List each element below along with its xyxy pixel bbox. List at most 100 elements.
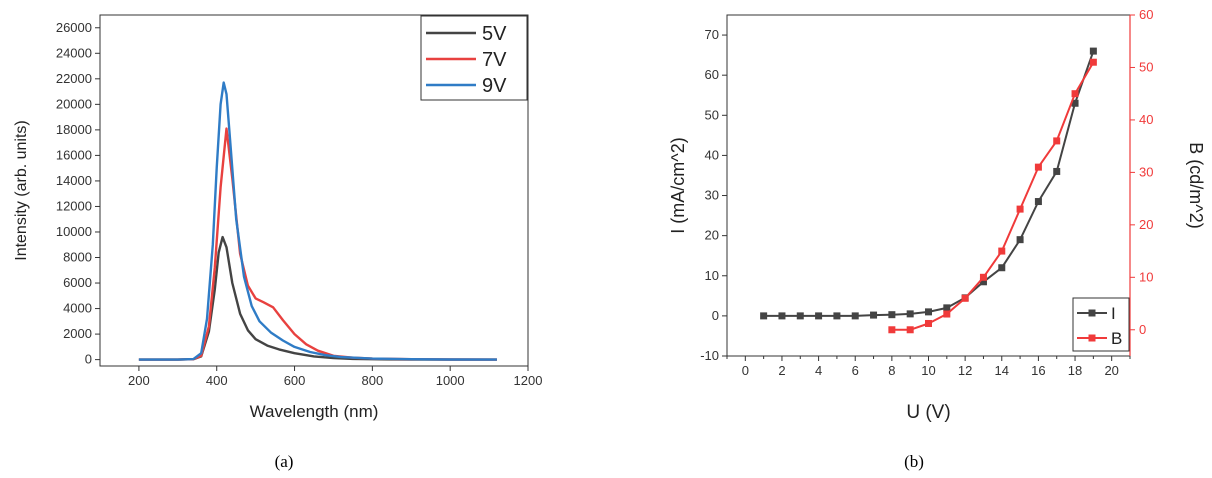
chart-b-x-tick-label: 16: [1031, 363, 1045, 378]
chart-b-marker-I: [1034, 198, 1042, 206]
chart-b-frame: [726, 14, 1131, 357]
chart-b-y-right-axis-label: B (cd/m^2): [1186, 142, 1206, 228]
chart-b-legend: [1072, 297, 1130, 352]
chart-b-marker-I: [1089, 47, 1097, 55]
chart-b-marker-I: [943, 304, 951, 312]
chart-a-series-line-7V: [138, 127, 497, 361]
chart-b-y-tick-label: 50: [705, 107, 719, 122]
chart-a-y-tick-label: 8000: [63, 250, 92, 265]
chart-b-x-tick-label: 0: [742, 363, 749, 378]
chart-a-y-tick-label: 6000: [63, 275, 92, 290]
chart-b-marker-B: [943, 310, 951, 318]
chart-b-legend-marker: [1088, 334, 1096, 342]
chart-a-y-tick-label: 18000: [56, 122, 92, 137]
chart-b-y-tick-label: 20: [705, 228, 719, 243]
chart-a-legend-label: 7V: [482, 49, 507, 71]
chart-b-marker-B: [961, 294, 969, 302]
caption-a: (a): [274, 452, 294, 471]
chart-b-y-axis-label: I (mA/cm^2): [668, 137, 688, 233]
chart-b-marker-I: [778, 312, 786, 320]
chart-a-frame: [99, 14, 529, 367]
chart-a-y-tick-label: 26000: [56, 20, 92, 35]
chart-b-x-tick-label: 10: [921, 363, 935, 378]
chart-a-x-tick-label: 200: [128, 373, 150, 388]
chart-b-marker-I: [851, 312, 859, 320]
chart-b-y-tick-label: -10: [700, 348, 719, 363]
chart-b-series-line-B: [891, 61, 1095, 331]
chart-b-y-tick-label: 0: [712, 308, 719, 323]
chart-b-marker-I: [833, 312, 841, 320]
chart-b-marker-B: [1089, 58, 1097, 66]
chart-a-y-tick-label: 20000: [56, 96, 92, 111]
chart-b-y-tick-label: 70: [705, 27, 719, 42]
chart-b-y-right-tick-label: 40: [1139, 112, 1153, 127]
chart-b-y-right-tick-label: 30: [1139, 164, 1153, 179]
chart-a-y-tick-label: 24000: [56, 45, 92, 60]
chart-a-legend-label: 5V: [482, 23, 507, 45]
chart-b-y-right-tick-label: 20: [1139, 217, 1153, 232]
chart-b-x-tick-label: 8: [888, 363, 895, 378]
chart-b-x-tick-label: 14: [995, 363, 1009, 378]
chart-b-x-tick-label: 2: [778, 363, 785, 378]
chart-b-legend-marker: [1088, 309, 1096, 317]
chart-a-y-tick-label: 0: [85, 352, 92, 367]
chart-b-x-tick-label: 12: [958, 363, 972, 378]
chart-b-y-right-tick-label: 60: [1139, 7, 1153, 22]
chart-b-marker-B: [906, 326, 914, 334]
chart-a-y-axis-label: Intensity (arb. units): [13, 120, 30, 261]
chart-a-y-tick-label: 2000: [63, 326, 92, 341]
chart-a-y-tick-label: 10000: [56, 224, 92, 239]
chart-b-marker-I: [925, 308, 932, 316]
chart-b-x-axis-label: U (V): [906, 402, 950, 423]
chart-a-y-tick-label: 12000: [56, 198, 92, 213]
chart-b-series-line-I: [763, 50, 1095, 317]
chart-b-marker-B: [925, 319, 932, 327]
chart-b-y-right-tick-label: 10: [1139, 269, 1153, 284]
chart-a-y-tick-label: 16000: [56, 147, 92, 162]
chart-a-y-tick-label: 22000: [56, 71, 92, 86]
chart-b-marker-B: [1053, 137, 1061, 145]
chart-b-x-tick-label: 18: [1068, 363, 1082, 378]
chart-b-marker-I: [906, 310, 914, 318]
caption-b: (b): [904, 452, 924, 471]
chart-b-y-tick-label: 40: [705, 147, 719, 162]
chart-a-x-tick-label: 400: [206, 373, 228, 388]
chart-a-x-tick-label: 1000: [436, 373, 465, 388]
chart-b-marker-B: [888, 326, 896, 334]
chart-b-marker-I: [796, 312, 804, 320]
chart-b-marker-I: [1016, 236, 1024, 244]
chart-a-x-tick-label: 800: [362, 373, 384, 388]
chart-b-x-tick-label: 6: [852, 363, 859, 378]
chart-b-x-tick-label: 20: [1104, 363, 1118, 378]
chart-a-y-tick-label: 4000: [63, 301, 92, 316]
chart-a-x-tick-label: 1200: [514, 373, 543, 388]
chart-b-marker-I: [760, 312, 768, 320]
chart-b-marker-B: [1071, 90, 1079, 98]
chart-a-x-axis-label: Wavelength (nm): [250, 402, 379, 421]
chart-b-marker-B: [998, 247, 1006, 255]
chart-a-legend-label: 9V: [482, 75, 507, 97]
chart-b-marker-I: [888, 311, 896, 319]
chart-b-x-tick-label: 4: [815, 363, 822, 378]
chart-b-marker-I: [870, 311, 878, 319]
chart-b-marker-I: [998, 264, 1006, 272]
chart-b-y-tick-label: 60: [705, 67, 719, 82]
chart-a-series-line-5V: [138, 235, 497, 361]
chart-a-series-line-9V: [138, 81, 497, 361]
chart-b-y-tick-label: 30: [705, 188, 719, 203]
chart-a-y-tick-label: 14000: [56, 173, 92, 188]
chart-b-marker-B: [1016, 205, 1024, 213]
chart-b-marker-B: [1034, 163, 1042, 171]
chart-b-y-tick-label: 10: [705, 268, 719, 283]
chart-b-y-right-tick-label: 50: [1139, 59, 1153, 74]
chart-b-marker-I: [979, 278, 987, 286]
chart-b-marker-B: [979, 273, 987, 281]
chart-b-marker-I: [1053, 167, 1061, 175]
chart-a-x-tick-label: 600: [284, 373, 306, 388]
chart-b-legend-label: B: [1111, 329, 1122, 348]
chart-b-y-right-tick-label: 0: [1139, 322, 1146, 337]
chart-b-legend-label: I: [1111, 304, 1116, 323]
chart-b-marker-I: [1071, 99, 1079, 107]
chart-b-marker-I: [815, 312, 823, 320]
